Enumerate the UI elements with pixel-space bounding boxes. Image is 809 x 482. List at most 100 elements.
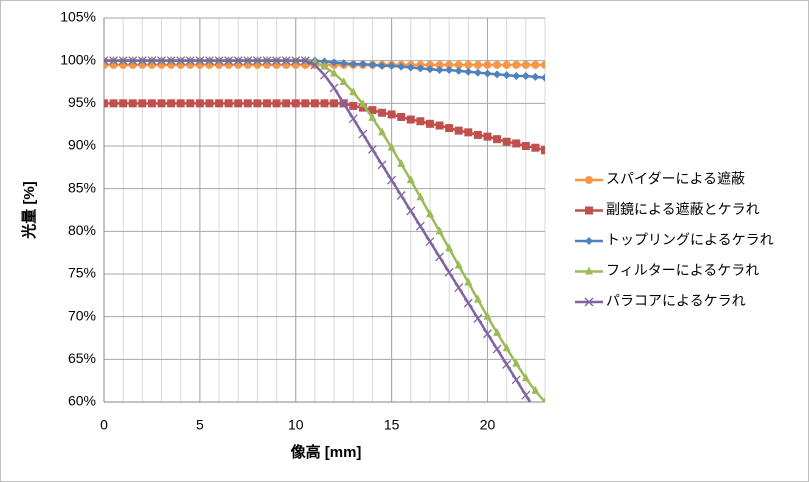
marker xyxy=(521,142,530,150)
marker xyxy=(368,106,377,115)
legend-marker xyxy=(584,297,594,307)
marker xyxy=(138,99,147,108)
marker xyxy=(454,283,464,293)
marker xyxy=(262,56,272,66)
marker xyxy=(483,69,492,78)
marker xyxy=(272,56,282,66)
marker xyxy=(224,56,234,66)
marker xyxy=(349,87,358,96)
marker xyxy=(195,56,205,66)
marker xyxy=(349,101,358,110)
marker xyxy=(493,60,502,69)
marker xyxy=(262,99,271,108)
legend-marker xyxy=(585,237,593,245)
y-tick-label: 85% xyxy=(68,179,96,195)
marker xyxy=(406,175,415,184)
marker xyxy=(176,99,185,108)
marker xyxy=(291,56,301,66)
marker xyxy=(416,192,425,201)
marker xyxy=(416,64,425,73)
marker xyxy=(531,143,540,152)
marker xyxy=(511,375,521,385)
marker xyxy=(233,56,243,66)
marker xyxy=(416,117,425,126)
marker xyxy=(435,121,444,130)
marker xyxy=(378,61,387,70)
marker xyxy=(234,99,243,108)
marker xyxy=(243,56,253,66)
marker xyxy=(521,373,530,382)
marker xyxy=(445,124,454,133)
marker xyxy=(358,129,368,139)
marker xyxy=(348,114,358,124)
marker xyxy=(310,99,319,108)
marker xyxy=(521,390,531,400)
legend-label: 副鏡による遮蔽とケラれ xyxy=(606,201,760,217)
legend-marker xyxy=(585,206,593,215)
marker xyxy=(415,221,425,231)
marker xyxy=(300,56,310,66)
marker xyxy=(224,99,233,108)
marker xyxy=(301,99,310,108)
x-tick-label: 20 xyxy=(480,417,496,433)
marker xyxy=(493,135,502,144)
marker xyxy=(282,99,291,108)
marker xyxy=(512,60,521,69)
marker xyxy=(368,112,377,121)
marker xyxy=(281,56,291,66)
marker xyxy=(186,99,195,108)
marker xyxy=(473,313,483,323)
marker xyxy=(118,56,128,66)
marker xyxy=(473,294,482,303)
marker xyxy=(521,72,530,81)
x-tick-label: 15 xyxy=(384,417,400,433)
marker xyxy=(483,132,492,141)
marker xyxy=(425,119,434,128)
marker xyxy=(137,56,147,66)
marker xyxy=(512,139,521,148)
marker xyxy=(541,146,545,155)
marker xyxy=(531,60,540,69)
x-axis-title: 像高 [mm] xyxy=(291,443,362,461)
y-tick-label: 105% xyxy=(60,9,96,25)
legend-label: トップリングによるケラれ xyxy=(606,232,774,248)
marker xyxy=(397,112,406,121)
marker xyxy=(368,60,377,69)
marker xyxy=(147,56,157,66)
y-tick-label: 70% xyxy=(68,307,96,323)
marker xyxy=(464,67,473,76)
marker xyxy=(541,73,545,82)
marker xyxy=(330,58,339,67)
marker xyxy=(473,68,482,77)
marker xyxy=(531,385,540,394)
marker xyxy=(272,99,281,108)
marker xyxy=(320,57,329,66)
marker xyxy=(406,206,416,216)
marker xyxy=(425,209,434,218)
marker xyxy=(444,267,454,277)
marker xyxy=(454,60,463,69)
marker xyxy=(104,56,109,66)
legend-label: パラコアによるケラれ xyxy=(606,293,746,309)
marker xyxy=(445,66,454,75)
marker xyxy=(493,70,502,79)
marker xyxy=(425,65,434,74)
marker xyxy=(435,226,444,235)
marker xyxy=(425,60,434,69)
marker xyxy=(387,175,397,185)
marker xyxy=(204,56,214,66)
marker xyxy=(454,260,463,269)
marker xyxy=(167,99,176,108)
marker xyxy=(464,128,473,137)
marker xyxy=(492,344,502,354)
marker xyxy=(349,60,358,69)
legend-marker xyxy=(585,176,593,184)
x-tick-label: 10 xyxy=(288,417,304,433)
marker xyxy=(541,60,545,69)
marker xyxy=(435,252,445,262)
marker xyxy=(502,137,511,146)
x-tick-label: 5 xyxy=(196,417,204,433)
marker xyxy=(119,99,128,108)
